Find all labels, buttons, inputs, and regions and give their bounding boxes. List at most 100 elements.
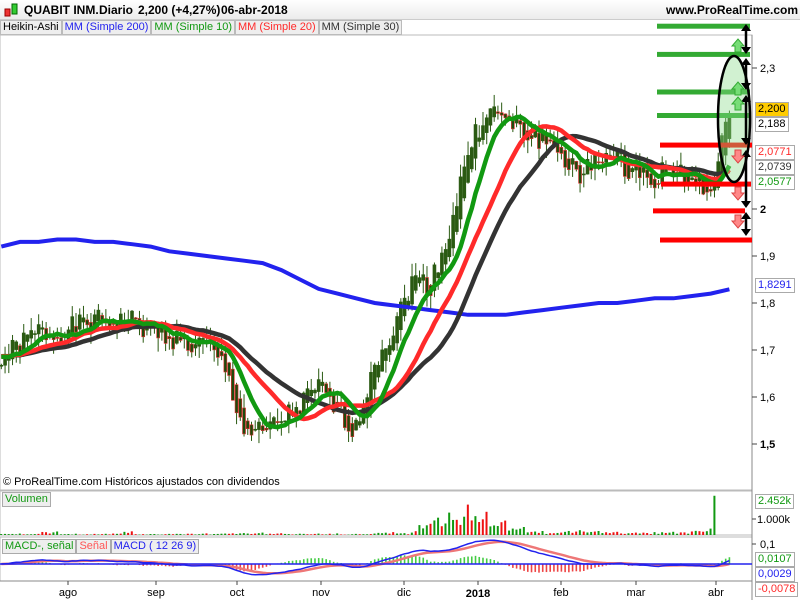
price-change: 2,200 (+4,27%) xyxy=(138,3,221,17)
legend-ma200[interactable]: MM (Simple 200) xyxy=(61,20,152,35)
x-tick-label: mar xyxy=(627,587,646,599)
macd-histogram-bar xyxy=(142,564,145,566)
macd-histogram-bar xyxy=(724,558,727,564)
volume-bar xyxy=(101,534,104,535)
candle xyxy=(346,415,351,432)
candle xyxy=(387,345,392,355)
candle xyxy=(25,334,30,342)
candlestick-logo-icon xyxy=(4,3,18,17)
volume-bar xyxy=(336,533,339,535)
macd-histogram-bar xyxy=(459,558,462,564)
green-level-line xyxy=(657,89,750,95)
volume-bar xyxy=(683,532,686,535)
volume-bar xyxy=(620,533,623,535)
macd-histogram-bar xyxy=(474,555,477,564)
macd-histogram-bar xyxy=(332,561,335,564)
volume-bar xyxy=(358,534,361,535)
macd-histogram-bar xyxy=(721,560,723,564)
volume-bar xyxy=(433,520,436,535)
volume-bar xyxy=(448,512,451,535)
candle xyxy=(496,111,500,114)
candle xyxy=(21,332,26,351)
candle xyxy=(499,112,504,116)
candle xyxy=(581,173,586,176)
volume-bar xyxy=(429,523,432,535)
volume-bar xyxy=(168,533,171,535)
macd-histogram-bar xyxy=(254,564,257,570)
volume-bar xyxy=(575,531,578,535)
macd-histogram-bar xyxy=(470,556,473,564)
price-marker: 2,188 xyxy=(755,117,789,132)
volume-bar xyxy=(11,533,14,535)
candle xyxy=(36,324,41,335)
volume-bar xyxy=(500,522,503,535)
candle xyxy=(238,398,243,418)
macd-histogram-bar xyxy=(306,558,309,564)
candle xyxy=(257,421,261,430)
volume-bar xyxy=(213,534,216,535)
candle xyxy=(544,135,549,145)
candle xyxy=(596,161,601,164)
black-arrow-head-down xyxy=(741,201,751,208)
macd-histogram-bar xyxy=(429,561,432,564)
macd-histogram-bar xyxy=(258,564,260,569)
volume-bar xyxy=(638,533,641,535)
volume-bar xyxy=(302,533,305,535)
volume-bar xyxy=(22,534,25,535)
legend-ma10[interactable]: MM (Simple 10) xyxy=(151,20,236,35)
candle xyxy=(249,424,254,436)
macd-histogram-bar xyxy=(590,564,593,569)
volume-bar xyxy=(627,533,630,535)
macd-histogram-bar xyxy=(560,564,563,572)
volume-bar xyxy=(672,531,675,535)
macd-histogram-bar xyxy=(426,559,428,564)
volume-bar xyxy=(56,531,59,535)
candle xyxy=(574,161,579,170)
volume-bar xyxy=(351,534,354,535)
volume-bar xyxy=(418,525,421,535)
macd-histogram-bar xyxy=(310,558,313,564)
volume-bar xyxy=(254,533,257,535)
macd-histogram-bar xyxy=(385,557,387,564)
macd-histogram-bar xyxy=(411,555,413,564)
macd-histogram-bar xyxy=(564,564,566,573)
price-tick-label: 1,6 xyxy=(760,392,775,404)
volume-bar xyxy=(504,520,507,535)
macd-signal-label: Señal xyxy=(76,539,111,554)
macd-histogram-bar xyxy=(243,564,245,572)
volume-bar xyxy=(407,534,410,535)
volume-bar xyxy=(522,527,525,535)
x-tick-label: abr xyxy=(708,587,724,599)
candle xyxy=(227,362,231,376)
candle xyxy=(567,158,571,170)
volume-bar xyxy=(564,531,567,535)
volume-bar xyxy=(601,533,604,535)
macd-histogram-bar xyxy=(568,564,570,573)
volume-bar xyxy=(3,533,6,535)
volume-bar xyxy=(112,533,115,535)
candle xyxy=(189,343,194,353)
volume-bar xyxy=(194,534,197,535)
volume-tick-label: 1.000k xyxy=(757,514,791,526)
candle xyxy=(219,351,224,357)
volume-bar xyxy=(631,533,634,535)
green-up-arrow-icon xyxy=(730,38,746,53)
volume-bar xyxy=(317,533,320,535)
volume-bar xyxy=(186,533,189,535)
price-panel-frame xyxy=(0,34,753,491)
candle xyxy=(458,176,463,220)
candle xyxy=(481,125,485,140)
macd-histogram-bar xyxy=(463,557,466,564)
volume-bar xyxy=(328,533,331,535)
macd-histogram-bar xyxy=(321,558,324,564)
volume-bar xyxy=(97,534,100,535)
candle xyxy=(111,323,116,325)
price-tick-label: 1,8 xyxy=(760,298,775,310)
macd-histogram-bar xyxy=(317,558,320,564)
volume-bar xyxy=(396,533,399,535)
ma200-line xyxy=(0,237,730,317)
macd-histogram-bar xyxy=(728,557,731,564)
volume-bar xyxy=(321,534,324,535)
macd-histogram-bar xyxy=(299,560,301,564)
